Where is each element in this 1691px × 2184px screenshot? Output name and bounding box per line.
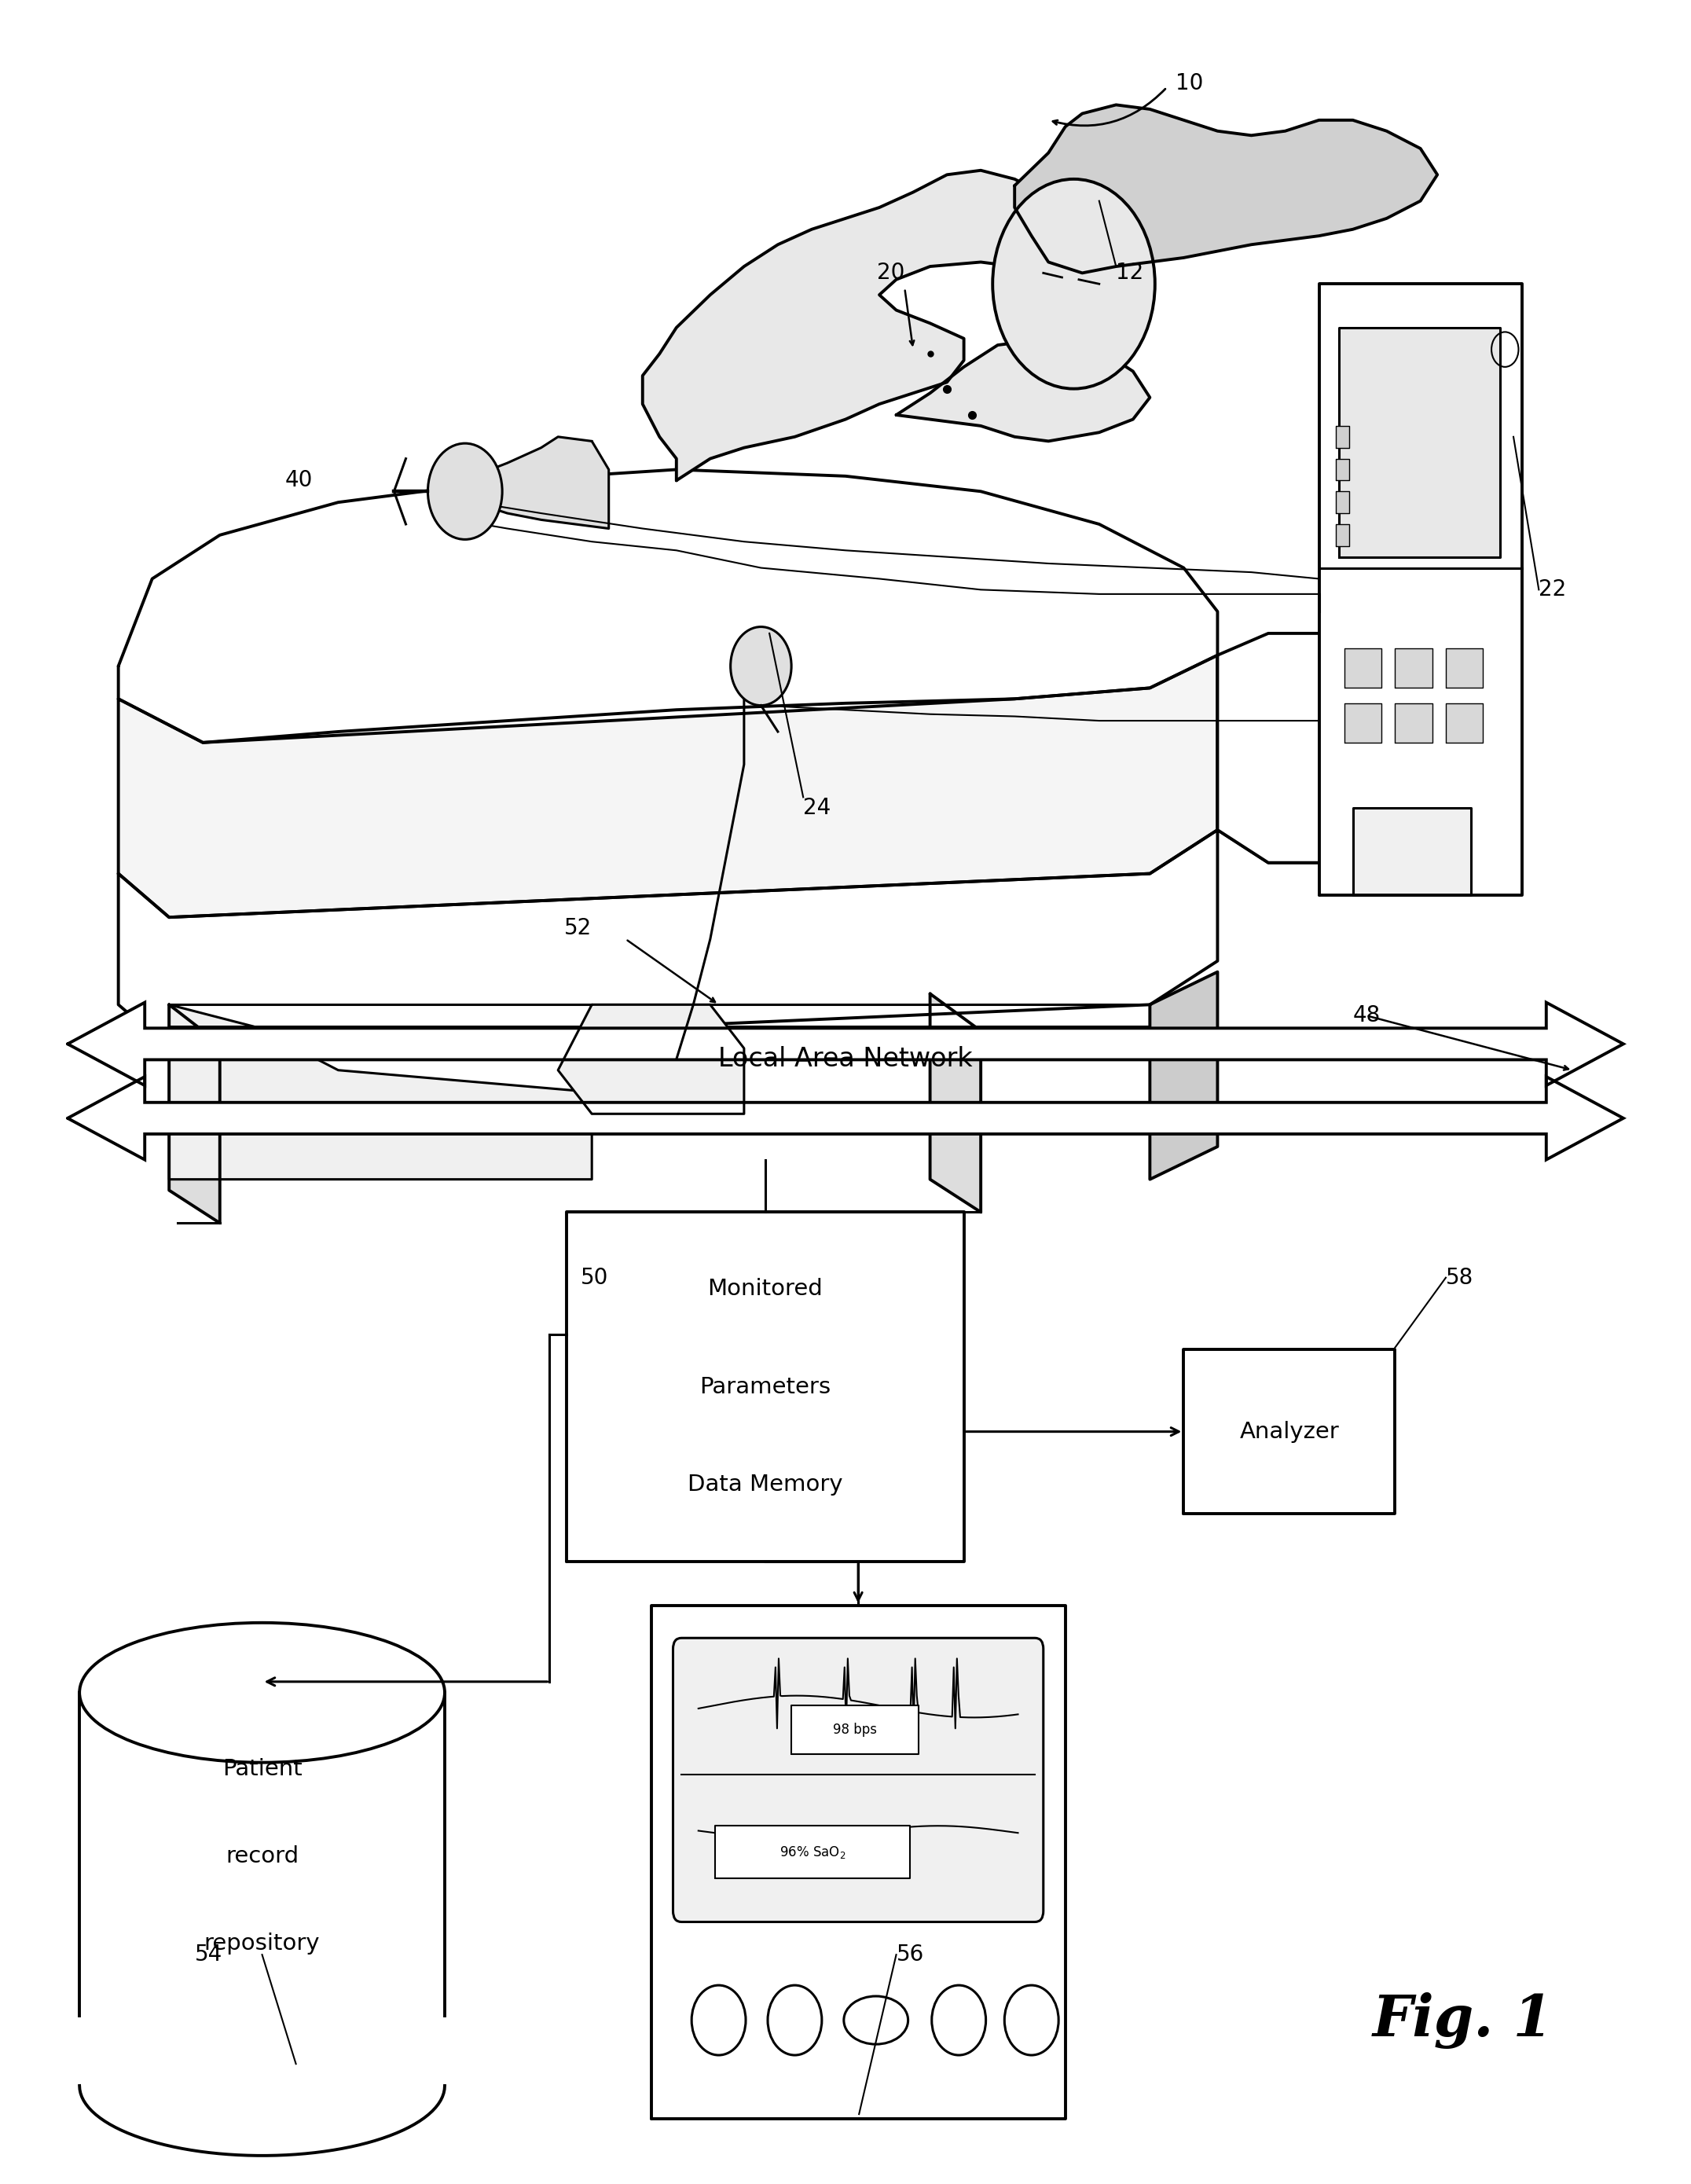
Polygon shape <box>651 1605 1065 2118</box>
Polygon shape <box>1446 703 1483 743</box>
Text: 50: 50 <box>582 1267 609 1289</box>
Polygon shape <box>896 339 1150 441</box>
Text: 40: 40 <box>286 470 313 491</box>
Polygon shape <box>558 1005 744 1114</box>
Polygon shape <box>930 994 981 1212</box>
Text: 10: 10 <box>1175 72 1202 94</box>
Text: 56: 56 <box>896 1944 923 1966</box>
Circle shape <box>428 443 502 539</box>
Text: 20: 20 <box>878 262 905 284</box>
Polygon shape <box>791 1706 918 1754</box>
Ellipse shape <box>79 1623 445 1762</box>
Polygon shape <box>118 830 1218 1048</box>
Polygon shape <box>1015 105 1437 273</box>
Polygon shape <box>1339 328 1500 557</box>
Circle shape <box>932 1985 986 2055</box>
Text: 52: 52 <box>565 917 592 939</box>
Polygon shape <box>715 1826 910 1878</box>
Polygon shape <box>457 437 609 529</box>
FancyBboxPatch shape <box>673 1638 1043 1922</box>
Text: Fig. 1: Fig. 1 <box>1373 1992 1552 2049</box>
Text: 24: 24 <box>803 797 830 819</box>
Circle shape <box>1004 1985 1059 2055</box>
Polygon shape <box>68 1077 1623 1160</box>
Polygon shape <box>1344 703 1382 743</box>
Polygon shape <box>79 1693 445 2086</box>
Polygon shape <box>169 1005 220 1223</box>
Text: 54: 54 <box>194 1944 222 1966</box>
Text: Analyzer: Analyzer <box>1240 1420 1339 1444</box>
Polygon shape <box>68 1002 1623 1085</box>
Text: 48: 48 <box>1353 1005 1380 1026</box>
Polygon shape <box>118 655 1218 917</box>
Text: 58: 58 <box>1446 1267 1473 1289</box>
Polygon shape <box>1218 633 1353 863</box>
Text: Parameters: Parameters <box>700 1376 830 1398</box>
Text: Data Memory: Data Memory <box>688 1474 842 1496</box>
Polygon shape <box>1184 1350 1395 1514</box>
Polygon shape <box>1218 655 1319 863</box>
Polygon shape <box>566 1212 964 1562</box>
Text: 98 bps: 98 bps <box>832 1723 878 1736</box>
Polygon shape <box>643 170 1065 480</box>
Circle shape <box>768 1985 822 2055</box>
Ellipse shape <box>844 1996 908 2044</box>
Polygon shape <box>1319 284 1522 895</box>
Text: record: record <box>225 1845 299 1867</box>
Polygon shape <box>1336 491 1349 513</box>
Text: Monitored: Monitored <box>707 1278 824 1299</box>
Text: Local Area Network: Local Area Network <box>719 1046 972 1072</box>
Polygon shape <box>1336 524 1349 546</box>
Circle shape <box>731 627 791 705</box>
Polygon shape <box>118 470 1218 743</box>
Polygon shape <box>1344 649 1382 688</box>
Text: repository: repository <box>205 1933 320 1955</box>
Polygon shape <box>1395 703 1432 743</box>
Circle shape <box>993 179 1155 389</box>
Polygon shape <box>1150 972 1218 1179</box>
Circle shape <box>692 1985 746 2055</box>
Text: 96% SaO$_2$: 96% SaO$_2$ <box>780 1843 846 1861</box>
Polygon shape <box>1395 649 1432 688</box>
Polygon shape <box>169 1005 592 1179</box>
Text: 12: 12 <box>1116 262 1143 284</box>
Polygon shape <box>1353 808 1471 895</box>
Text: 22: 22 <box>1539 579 1566 601</box>
Polygon shape <box>1336 459 1349 480</box>
Polygon shape <box>1446 649 1483 688</box>
Text: Patient: Patient <box>222 1758 303 1780</box>
Polygon shape <box>1336 426 1349 448</box>
Polygon shape <box>169 1005 1150 1026</box>
